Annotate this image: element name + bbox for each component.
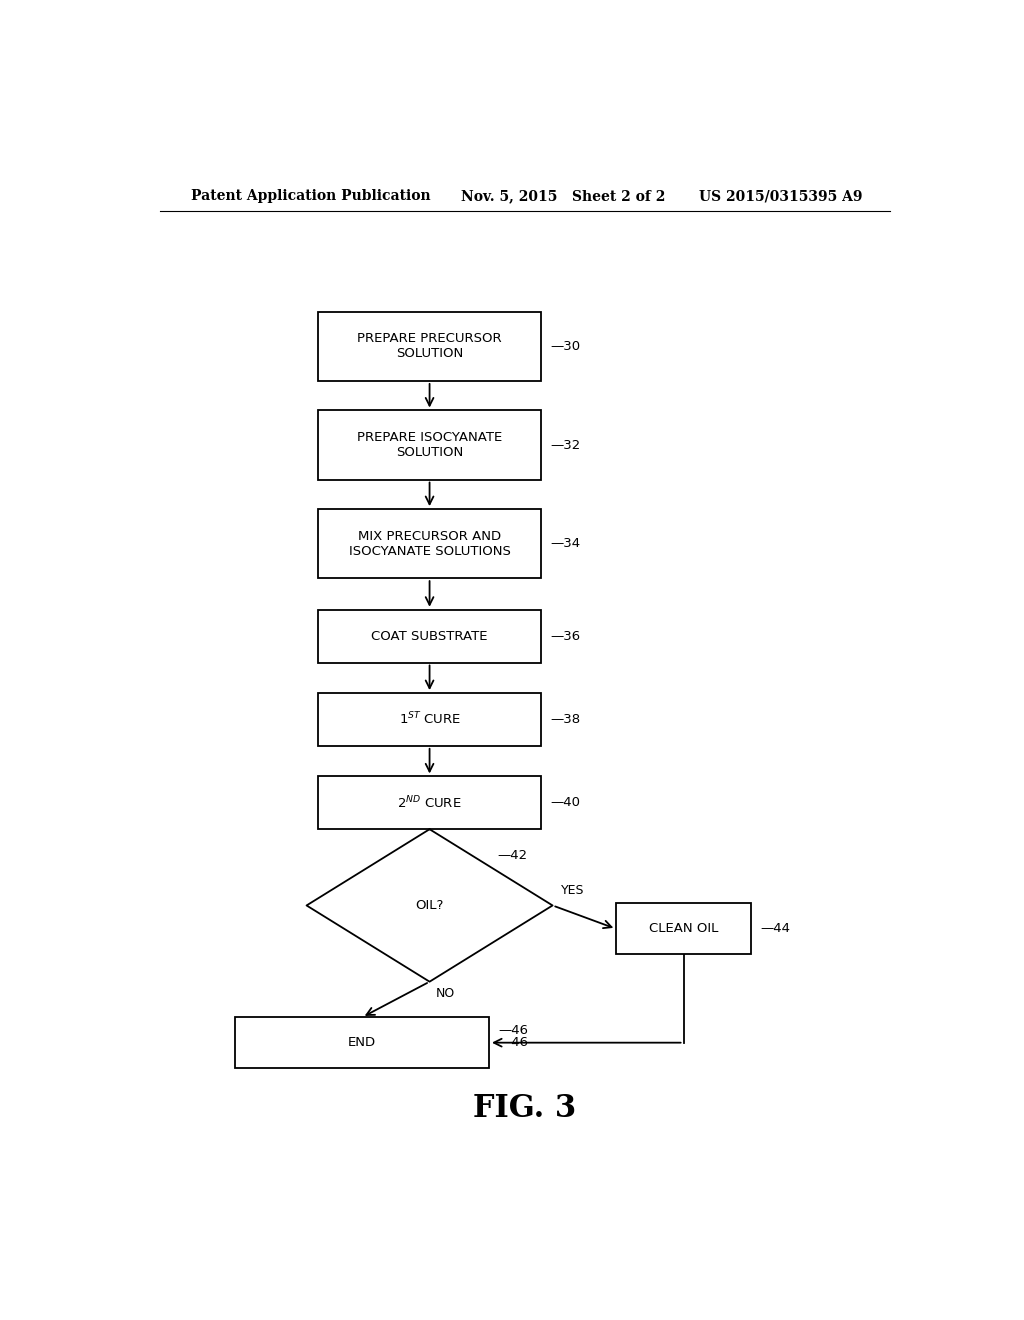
Text: END: END (348, 1036, 376, 1049)
Text: MIX PRECURSOR AND
ISOCYANATE SOLUTIONS: MIX PRECURSOR AND ISOCYANATE SOLUTIONS (348, 529, 511, 557)
Text: FIG. 3: FIG. 3 (473, 1093, 577, 1125)
Text: $2^{ND}$ CURE: $2^{ND}$ CURE (397, 795, 462, 810)
Bar (318, 510, 541, 578)
Text: PREPARE ISOCYANATE
SOLUTION: PREPARE ISOCYANATE SOLUTION (357, 432, 502, 459)
Bar (318, 312, 541, 381)
Text: —38: —38 (550, 713, 581, 726)
Text: NO: NO (436, 987, 455, 999)
Text: —46: —46 (499, 1024, 528, 1038)
Text: COAT SUBSTRATE: COAT SUBSTRATE (372, 630, 487, 643)
Text: —36: —36 (550, 630, 581, 643)
Text: —30: —30 (550, 341, 581, 352)
Bar (318, 610, 541, 663)
Text: Nov. 5, 2015   Sheet 2 of 2: Nov. 5, 2015 Sheet 2 of 2 (461, 189, 666, 203)
Bar (236, 1018, 489, 1068)
Text: CLEAN OIL: CLEAN OIL (649, 923, 718, 936)
Bar (318, 693, 541, 746)
Text: YES: YES (560, 884, 584, 898)
Text: Patent Application Publication: Patent Application Publication (191, 189, 431, 203)
Text: PREPARE PRECURSOR
SOLUTION: PREPARE PRECURSOR SOLUTION (357, 333, 502, 360)
Text: —42: —42 (498, 849, 527, 862)
Text: US 2015/0315395 A9: US 2015/0315395 A9 (699, 189, 863, 203)
Text: —40: —40 (550, 796, 581, 809)
Text: —34: —34 (550, 537, 581, 550)
Bar (616, 903, 751, 954)
Text: OIL?: OIL? (416, 899, 443, 912)
Text: $1^{ST}$ CURE: $1^{ST}$ CURE (398, 711, 461, 727)
Polygon shape (306, 829, 553, 982)
Text: —46: —46 (499, 1036, 528, 1049)
Bar (318, 776, 541, 829)
Text: —44: —44 (761, 923, 791, 936)
Text: —32: —32 (550, 438, 581, 451)
Bar (318, 411, 541, 479)
